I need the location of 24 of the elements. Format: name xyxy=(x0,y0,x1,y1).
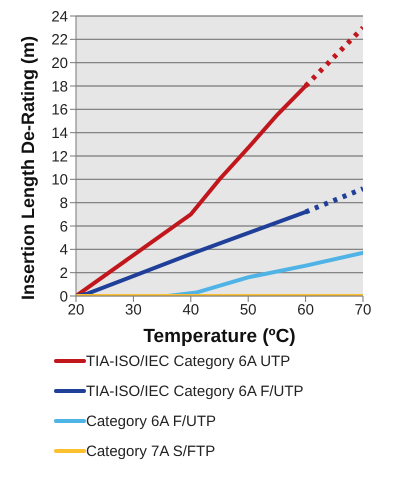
legend-label: Category 7A S/FTP xyxy=(86,442,216,460)
y-tick-label: 18 xyxy=(51,78,68,96)
y-tick-label: 14 xyxy=(51,124,68,142)
y-tick-label: 22 xyxy=(51,32,68,49)
y-tick-label: 2 xyxy=(60,264,68,282)
y-tick-label: 8 xyxy=(60,194,68,212)
y-tick-label: 20 xyxy=(51,54,68,72)
x-tick-label: 40 xyxy=(182,302,200,319)
y-tick-label: 10 xyxy=(51,172,68,189)
x-tick-label: 50 xyxy=(240,302,257,319)
x-tick-label: 60 xyxy=(297,302,314,319)
x-tick-label: 30 xyxy=(125,302,142,319)
y-tick-label: 0 xyxy=(60,288,68,306)
y-tick-label: 24 xyxy=(51,8,68,26)
legend-label: Category 6A F/UTP xyxy=(86,412,216,430)
x-axis-title: Temperature (ºC) xyxy=(143,326,296,347)
y-axis-title: Insertion Length De-Rating (m) xyxy=(18,36,38,300)
y-tick-label: 4 xyxy=(60,242,68,259)
y-tick-label: 6 xyxy=(60,218,68,236)
legend-label: TIA-ISO/IEC Category 6A F/UTP xyxy=(86,382,304,400)
x-tick-label: 70 xyxy=(354,302,372,319)
y-tick-label: 12 xyxy=(51,148,68,166)
y-tick-label: 16 xyxy=(51,102,68,119)
legend-label: TIA-ISO/IEC Category 6A UTP xyxy=(86,352,290,370)
